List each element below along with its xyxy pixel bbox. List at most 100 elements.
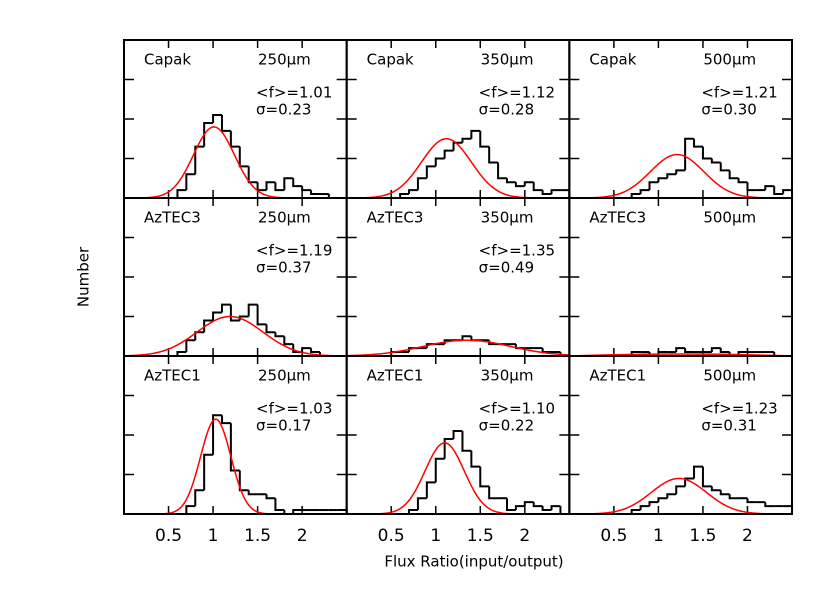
panel-band: 350μm <box>481 367 534 385</box>
histogram-bin <box>657 497 668 503</box>
histogram-bin <box>461 431 472 452</box>
histogram-bin <box>212 414 222 455</box>
histogram-bin <box>220 303 231 313</box>
histogram-bin <box>710 486 721 492</box>
panel-frame <box>568 355 794 515</box>
histogram-bin <box>523 181 534 187</box>
histogram-bin <box>416 177 427 191</box>
histogram-bin <box>764 502 775 508</box>
panel-band: 350μm <box>481 209 534 227</box>
histogram-bin <box>550 505 561 511</box>
histogram-bin <box>238 470 249 492</box>
fit-sigma-label: σ=0.22 <box>479 417 534 435</box>
histogram-bin <box>773 186 784 196</box>
histogram-bin <box>639 505 650 511</box>
gaussian-fit <box>346 339 570 357</box>
fit-sigma-label: σ=0.30 <box>701 101 756 119</box>
fit-mean-label: <f>=1.21 <box>701 84 777 102</box>
histogram-bin <box>408 509 418 514</box>
histogram-bin <box>434 157 445 167</box>
histogram-bin <box>461 137 472 143</box>
x-tick-label: 0.5 <box>378 526 405 546</box>
histogram-bin <box>684 477 695 487</box>
fit-sigma-label: σ=0.23 <box>256 101 311 119</box>
histogram-bin <box>550 189 561 195</box>
histogram-bin <box>488 146 499 164</box>
histogram-bin <box>274 332 285 338</box>
histogram-bin <box>283 336 294 346</box>
histogram-bin <box>764 185 775 191</box>
histogram-bin <box>274 182 285 192</box>
panel-name: AzTEC1 <box>589 367 646 385</box>
histogram-bin <box>265 181 276 191</box>
histogram-bin <box>479 130 490 148</box>
histogram-bin <box>292 178 303 188</box>
histogram-bin <box>194 145 205 175</box>
histogram-bin <box>728 494 739 500</box>
histogram-bin <box>737 178 748 184</box>
histogram-bin <box>452 141 463 151</box>
histogram-bin <box>505 498 516 512</box>
histogram-bin <box>247 490 258 496</box>
fit-mean-label: <f>=1.10 <box>479 400 555 418</box>
histogram-bin <box>310 190 320 196</box>
histogram-bin <box>783 505 794 514</box>
histogram-bin <box>666 173 677 179</box>
histogram-bin <box>229 423 240 472</box>
histogram-bin <box>310 348 320 354</box>
x-tick-label: 1 <box>653 526 664 546</box>
fit-sigma-label: σ=0.31 <box>701 417 756 435</box>
histogram-bin <box>693 465 703 479</box>
histogram-bin <box>283 177 294 191</box>
panel-band: 250μm <box>258 367 311 385</box>
histogram-bin <box>782 189 794 198</box>
histogram-bin <box>470 129 481 139</box>
histogram-bin <box>559 506 570 515</box>
x-tick-label: 1 <box>208 526 219 546</box>
x-tick-label: 2 <box>297 526 308 546</box>
histogram-bin <box>701 146 712 160</box>
histogram-bin <box>461 335 472 341</box>
histogram-bin <box>292 509 303 514</box>
histogram-bin <box>203 453 214 491</box>
histogram-bin <box>746 498 757 504</box>
gaussian-fit <box>123 315 347 357</box>
histogram-bin <box>212 311 222 321</box>
histogram-bin <box>639 189 650 195</box>
histogram-bin <box>399 193 410 198</box>
histogram-bin <box>416 497 427 511</box>
panel-name: Capak <box>144 51 191 69</box>
histogram-bin <box>648 181 659 191</box>
histogram-bin <box>452 430 463 439</box>
histogram-bin <box>630 193 641 198</box>
panel-name: Capak <box>367 51 414 69</box>
fit-sigma-label: σ=0.17 <box>256 417 311 435</box>
gaussian-fit <box>346 442 570 515</box>
histogram-bin <box>719 348 730 354</box>
histogram-bin <box>541 190 552 196</box>
histogram-bin <box>194 331 205 341</box>
histogram-bin <box>666 493 677 499</box>
histogram-bin <box>514 505 525 511</box>
panel-band: 250μm <box>258 209 311 227</box>
histogram-bin <box>470 450 481 468</box>
histogram-bin <box>541 506 552 512</box>
histogram-bin <box>675 347 686 353</box>
histogram-bin <box>185 505 196 514</box>
fit-mean-label: <f>=1.19 <box>256 242 332 260</box>
histogram-bin <box>220 115 231 132</box>
fit-mean-label: <f>=1.12 <box>479 84 555 102</box>
x-axis-label: Flux Ratio(input/output) <box>384 553 563 571</box>
histogram-bin <box>301 186 312 192</box>
gaussian-fit <box>569 477 793 515</box>
histogram-bin <box>479 466 490 488</box>
panel-band: 500μm <box>703 51 756 69</box>
x-tick-label: 1 <box>430 526 441 546</box>
panel-band: 500μm <box>703 367 756 385</box>
histogram-bin <box>425 481 436 499</box>
histogram-bin <box>256 182 267 192</box>
histogram-bin <box>541 348 552 354</box>
panel-band: 500μm <box>703 209 756 227</box>
histogram-bin <box>194 489 205 507</box>
